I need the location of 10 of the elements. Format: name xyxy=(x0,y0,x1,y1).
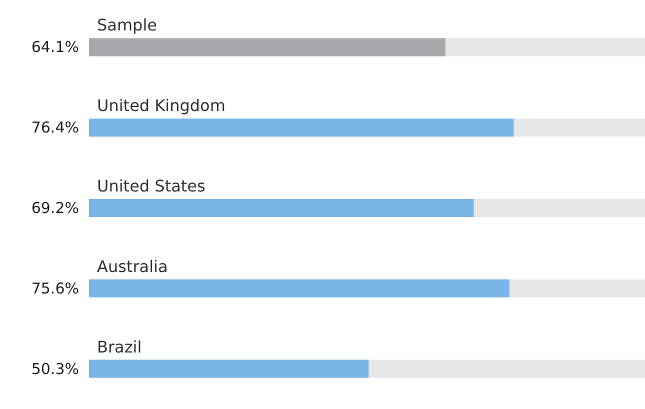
data-label: 64.1% xyxy=(31,38,79,56)
data-label: 75.6% xyxy=(31,279,79,298)
y-tick-label: Brazil xyxy=(97,337,142,356)
y-tick-label: United States xyxy=(97,176,206,196)
data-label: 69.2% xyxy=(31,199,79,217)
data-label: 50.3% xyxy=(31,360,79,378)
data-label: 76.4% xyxy=(31,118,79,137)
y-tick-label: Australia xyxy=(97,256,168,276)
y-tick-label: United Kingdom xyxy=(97,96,226,116)
y-tick-label: Sample xyxy=(97,16,157,35)
